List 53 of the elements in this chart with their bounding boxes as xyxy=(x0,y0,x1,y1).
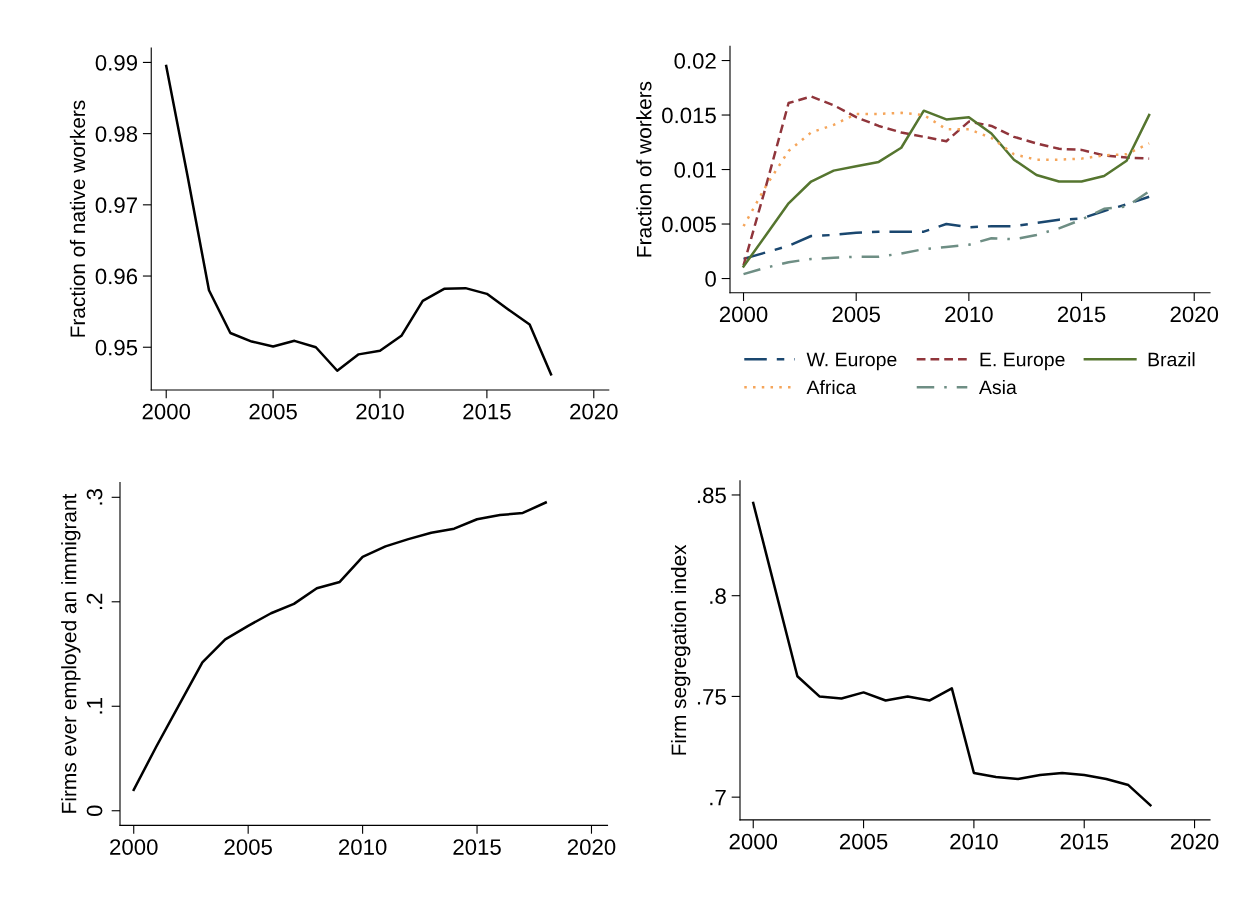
line-series xyxy=(742,111,1151,228)
x-tick-label: 2015 xyxy=(463,403,511,420)
y-tick-label: .1 xyxy=(86,698,103,714)
x-tick-label: 2010 xyxy=(950,833,998,850)
y-tick-label: 0.01 xyxy=(674,162,716,178)
y-axis-title: Fraction of native workers xyxy=(69,100,86,337)
x-tick-label: 2005 xyxy=(832,306,880,323)
legend-label: Brazil xyxy=(1148,352,1195,367)
x-tick-label: 2015 xyxy=(453,839,501,855)
x-tick-label: 2020 xyxy=(567,839,616,855)
legend-label: Africa xyxy=(806,379,857,395)
x-tick-label: 2000 xyxy=(729,833,778,850)
y-tick-label: 0.97 xyxy=(95,197,137,214)
y-axis-title: Fraction of workers xyxy=(636,81,652,257)
x-tick-label: 2010 xyxy=(356,403,404,420)
x-tick-label: 2020 xyxy=(1170,306,1219,323)
x-tick-label: 2020 xyxy=(570,403,618,420)
y-tick-label: 0 xyxy=(86,805,103,817)
line-series xyxy=(751,501,1152,807)
legend-label: Asia xyxy=(979,379,1017,395)
x-tick-label: 2005 xyxy=(839,833,888,850)
x-tick-label: 2000 xyxy=(142,403,191,420)
line-series xyxy=(742,195,1151,261)
line-series xyxy=(132,501,547,792)
y-tick-label: 0.005 xyxy=(662,216,716,233)
y-tick-label: 0.99 xyxy=(95,54,138,71)
legend-label: W. Europe xyxy=(806,352,897,371)
x-tick-label: 2010 xyxy=(945,306,993,323)
y-tick-label: .3 xyxy=(86,489,103,505)
line-series xyxy=(742,190,1151,276)
y-tick-label: 0.02 xyxy=(674,53,716,69)
y-tick-label: 0.98 xyxy=(95,126,138,142)
y-axis-title: Firms ever employed an immigrant xyxy=(61,493,81,813)
y-tick-label: 0 xyxy=(705,271,716,287)
y-tick-label: .75 xyxy=(697,689,726,705)
y-tick-label: .8 xyxy=(710,588,726,604)
x-tick-label: 2010 xyxy=(339,839,387,855)
x-tick-label: 2015 xyxy=(1060,833,1109,850)
y-tick-label: 0.015 xyxy=(662,107,716,124)
y-axis-title: Firm segregation index xyxy=(670,544,691,755)
y-tick-label: .2 xyxy=(86,593,103,610)
legend-label: E. Europe xyxy=(980,352,1065,371)
x-tick-label: 2000 xyxy=(719,306,768,323)
x-tick-label: 2000 xyxy=(110,839,158,855)
y-tick-label: 0.96 xyxy=(95,268,138,285)
y-tick-label: 0.95 xyxy=(95,339,138,356)
y-tick-label: .7 xyxy=(710,789,726,806)
x-tick-label: 2005 xyxy=(224,839,272,855)
y-tick-label: .85 xyxy=(697,487,726,504)
line-series xyxy=(164,64,553,376)
x-tick-label: 2015 xyxy=(1057,306,1106,323)
x-tick-label: 2005 xyxy=(249,403,297,420)
x-tick-label: 2020 xyxy=(1170,833,1219,850)
